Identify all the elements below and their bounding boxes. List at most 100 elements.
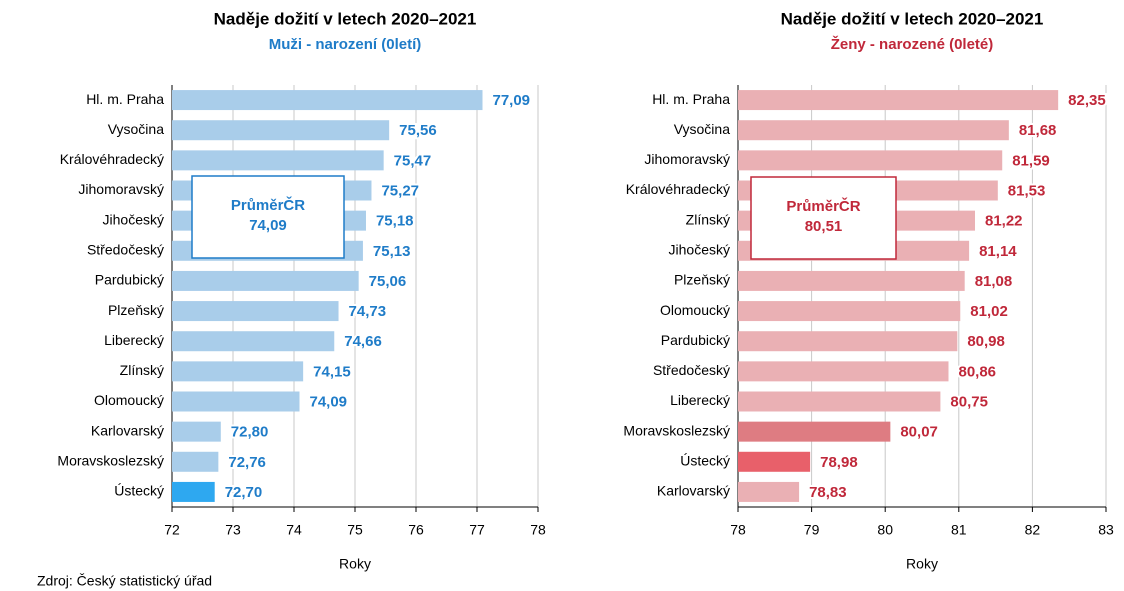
y-tick-label: Královéhradecký	[60, 151, 164, 167]
y-tick-label: Hl. m. Praha	[652, 91, 730, 107]
chart-subtitle: Ženy - narozené (0leté)	[831, 35, 994, 53]
value-label: 75,18	[376, 213, 414, 230]
x-tick-label: 77	[469, 522, 485, 538]
value-label: 81,08	[975, 273, 1013, 290]
y-tick-label: Moravskoslezský	[57, 452, 164, 468]
bar	[738, 451, 811, 472]
y-tick-label: Plzeňský	[108, 302, 164, 318]
x-axis-label: Roky	[906, 556, 938, 572]
y-tick-label: Liberecký	[670, 392, 730, 408]
y-tick-label: Jihočeský	[669, 241, 730, 257]
bar	[738, 391, 941, 412]
bar	[738, 361, 949, 382]
average-label: PrůměrČR	[786, 197, 860, 215]
value-label: 80,07	[900, 424, 938, 441]
value-label: 74,09	[309, 393, 347, 410]
x-tick-label: 78	[530, 522, 546, 538]
y-tick-label: Karlovarský	[91, 422, 164, 438]
value-label: 82,35	[1068, 92, 1106, 109]
bar	[172, 421, 221, 442]
value-label: 74,73	[349, 303, 387, 320]
y-tick-label: Liberecký	[104, 332, 164, 348]
bar	[172, 391, 300, 412]
value-label: 72,76	[228, 454, 266, 471]
y-tick-label: Hl. m. Praha	[86, 91, 164, 107]
chart-subtitle: Muži - narození (0letí)	[269, 36, 422, 53]
value-label: 81,14	[979, 243, 1017, 260]
bar	[738, 301, 961, 322]
value-label: 74,15	[313, 363, 351, 380]
x-tick-label: 81	[951, 522, 967, 538]
y-tick-label: Olomoucký	[94, 392, 164, 408]
value-label: 80,86	[958, 363, 996, 380]
x-tick-label: 82	[1025, 522, 1041, 538]
bar	[738, 481, 800, 502]
value-label: 81,02	[970, 303, 1008, 320]
y-tick-label: Jihomoravský	[78, 181, 164, 197]
y-tick-label: Jihočeský	[103, 211, 164, 227]
value-label: 75,06	[369, 273, 407, 290]
x-axis-label: Roky	[339, 556, 371, 572]
y-tick-label: Ústecký	[680, 452, 730, 468]
y-tick-label: Pardubický	[95, 272, 164, 288]
bar	[172, 90, 483, 111]
average-value: 74,09	[249, 217, 287, 234]
value-label: 81,68	[1019, 122, 1057, 139]
value-label: 78,98	[820, 454, 858, 471]
average-box	[750, 176, 897, 260]
bar	[738, 90, 1059, 111]
bar	[172, 150, 384, 171]
y-tick-label: Plzeňský	[674, 272, 730, 288]
value-label: 75,47	[394, 152, 432, 169]
y-tick-label: Jihomoravský	[644, 151, 730, 167]
value-label: 75,27	[381, 182, 419, 199]
y-tick-label: Pardubický	[661, 332, 730, 348]
average-value: 80,51	[805, 218, 843, 235]
value-label: 80,98	[967, 333, 1005, 350]
y-tick-label: Karlovarský	[657, 483, 730, 499]
bar	[738, 150, 1003, 171]
y-tick-label: Středočeský	[87, 241, 164, 257]
bar	[738, 421, 891, 442]
y-tick-label: Zlínský	[686, 211, 730, 227]
value-label: 72,80	[231, 424, 269, 441]
value-label: 81,22	[985, 213, 1023, 230]
value-label: 74,66	[344, 333, 382, 350]
y-tick-label: Středočeský	[653, 362, 730, 378]
value-label: 72,70	[225, 484, 263, 501]
x-tick-label: 83	[1098, 522, 1114, 538]
value-label: 81,53	[1008, 182, 1046, 199]
bar	[172, 120, 390, 141]
chart-title: Naděje dožití v letech 2020–2021	[214, 9, 477, 28]
bar	[172, 331, 335, 352]
x-tick-label: 78	[730, 522, 746, 538]
x-tick-label: 80	[877, 522, 893, 538]
y-tick-label: Královéhradecký	[626, 181, 730, 197]
value-label: 75,13	[373, 243, 411, 260]
chart-title: Naděje dožití v letech 2020–2021	[781, 9, 1044, 28]
x-tick-label: 74	[286, 522, 302, 538]
value-label: 81,59	[1012, 152, 1050, 169]
bar	[738, 331, 958, 352]
bar	[172, 301, 339, 322]
bar	[738, 120, 1009, 141]
bar	[738, 270, 965, 291]
value-label: 80,75	[950, 393, 988, 410]
bar	[172, 451, 219, 472]
y-tick-label: Vysočina	[108, 121, 165, 137]
value-label: 77,09	[492, 92, 530, 109]
source: Zdroj: Český statistický úřad	[37, 573, 212, 589]
y-tick-label: Ústecký	[114, 483, 164, 499]
x-tick-label: 75	[347, 522, 363, 538]
x-tick-label: 76	[408, 522, 424, 538]
y-tick-label: Vysočina	[674, 121, 731, 137]
y-tick-label: Olomoucký	[660, 302, 730, 318]
average-label: PrůměrČR	[231, 196, 305, 214]
y-tick-label: Zlínský	[120, 362, 164, 378]
value-label: 75,56	[399, 122, 437, 139]
bar	[172, 481, 215, 502]
average-box	[191, 175, 345, 259]
bar	[172, 361, 304, 382]
x-tick-label: 73	[225, 522, 241, 538]
